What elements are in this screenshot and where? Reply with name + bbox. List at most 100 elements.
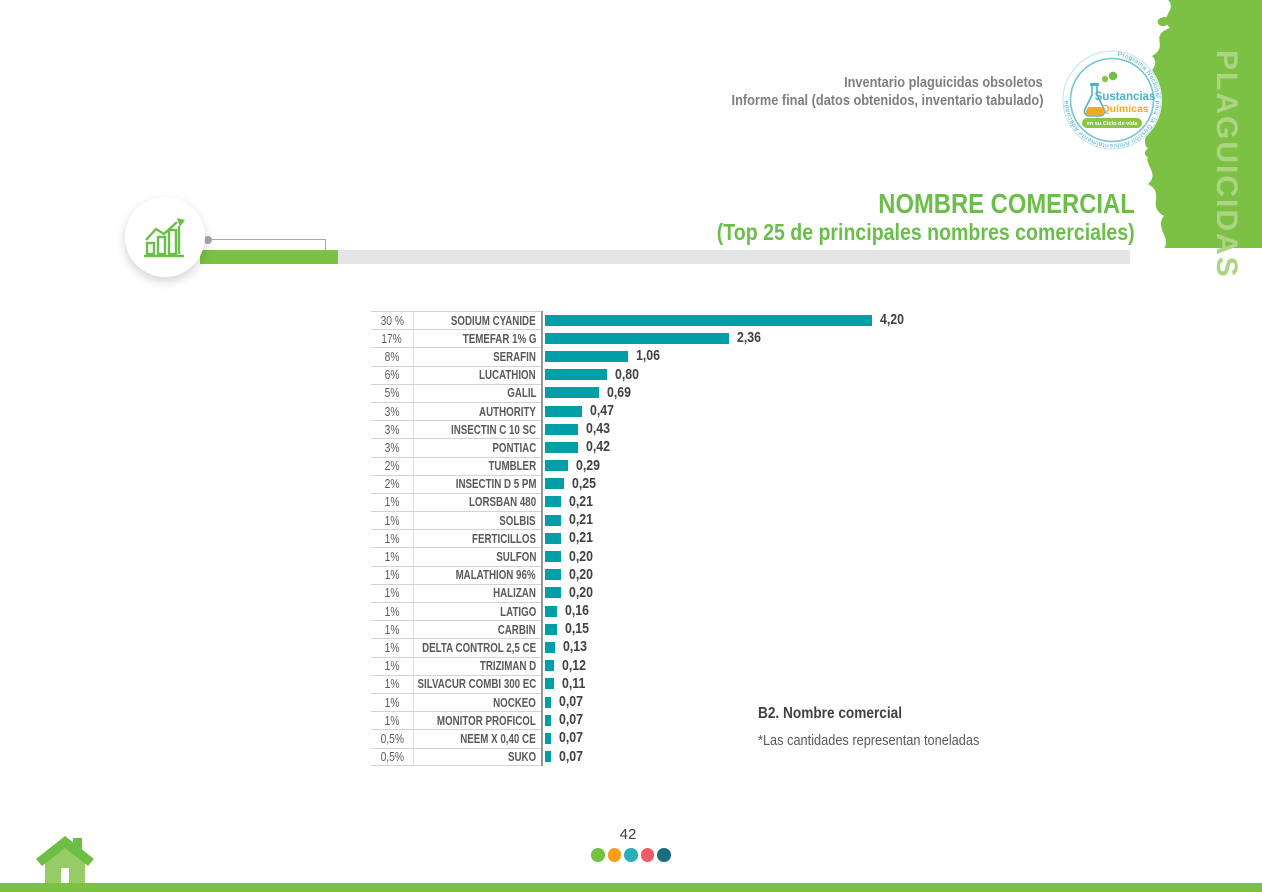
row-percent-text: 1%	[384, 713, 400, 728]
row-name-text: LUCATHION	[479, 368, 536, 383]
row-value-text: 0,16	[565, 603, 590, 620]
chart-row: 1% HALIZAN 0,20	[371, 583, 991, 602]
row-name-text: TUMBLER	[488, 459, 536, 474]
row-name-text: SOLBIS	[499, 513, 536, 528]
chart-row: 5% GALIL 0,69	[371, 383, 991, 402]
row-value-text: 0,25	[572, 475, 597, 492]
row-percent-text: 1%	[384, 586, 400, 601]
row-value: 0,69	[607, 385, 635, 401]
value-bar	[545, 623, 557, 635]
value-bar	[545, 496, 562, 508]
connector-drop	[325, 239, 326, 250]
chart-row: 1% SOLBIS 0,21	[371, 511, 991, 530]
bar-chart-icon	[144, 218, 185, 258]
row-percent-text: 30 %	[380, 313, 404, 328]
chart-row: 3% AUTHORITY 0,47	[371, 401, 991, 421]
row-percent-text: 2%	[384, 459, 400, 474]
row-percent: 3%	[371, 401, 413, 420]
row-percent-text: 8%	[384, 349, 400, 364]
row-name: SUKO	[413, 747, 541, 766]
row-value-text: 0,11	[561, 675, 585, 692]
row-value: 2,36	[737, 330, 765, 346]
value-bar	[545, 441, 578, 453]
caption-title: B2. Nombre comercial	[758, 705, 903, 722]
row-bar-zone: 0,21	[541, 529, 991, 548]
row-bar-zone: 0,20	[541, 565, 991, 584]
row-name: HALIZAN	[413, 583, 541, 602]
row-percent: 5%	[371, 383, 413, 402]
paint-brush-art	[1142, 0, 1262, 248]
row-name: INSECTIN D 5 PM	[413, 474, 541, 493]
header-line-1: Inventario plaguicidas obsoletos	[844, 75, 1043, 91]
row-bar-zone: 0,20	[541, 583, 991, 602]
row-percent: 2%	[371, 456, 413, 475]
row-name-text: SERAFIN	[493, 349, 536, 364]
flask-icon	[1083, 83, 1106, 117]
chart-row: 30 % SODIUM CYANIDE 4,20	[371, 311, 991, 330]
row-percent: 1%	[371, 638, 413, 656]
row-percent: 1%	[371, 620, 413, 638]
row-percent: 1%	[371, 492, 413, 511]
row-percent-text: 1%	[384, 495, 400, 510]
row-percent-text: 0,5%	[380, 731, 404, 746]
row-value: 0,47	[590, 403, 618, 419]
row-percent: 1%	[371, 656, 413, 675]
row-percent: 1%	[371, 711, 413, 729]
header-line-2: Informe final (datos obtenidos, inventar…	[731, 93, 1043, 109]
row-name-text: GALIL	[506, 386, 536, 401]
row-value: 0,42	[586, 439, 614, 455]
row-value: 0,20	[569, 585, 597, 601]
chart-row: 3% INSECTIN C 10 SC 0,43	[371, 420, 991, 439]
chart-row: 1% LORSBAN 480 0,21	[371, 492, 991, 512]
row-value: 0,43	[586, 421, 614, 437]
row-value-text: 1,06	[635, 348, 660, 365]
row-name-text: SODIUM CYANIDE	[451, 313, 536, 328]
row-name-text: TEMEFAR 1% G	[462, 331, 536, 346]
row-value: 0,07	[559, 712, 587, 728]
chart-row: 1% CARBIN 0,15	[371, 620, 991, 639]
logo-name-1: Sustancias	[1095, 91, 1156, 103]
row-name: NOCKEO	[413, 692, 541, 712]
row-value-text: 0,80	[615, 366, 640, 383]
row-name-text: SUKO	[507, 749, 536, 764]
row-name-text: MALATHION 96%	[456, 568, 536, 583]
sustancias-quimicas-logo: Programa Nacional para la Gestión Ambien…	[1062, 50, 1162, 150]
logo-leaf-dot	[1101, 75, 1109, 83]
row-value-text: 0,13	[563, 639, 588, 656]
value-bar	[545, 641, 556, 653]
row-percent: 1%	[371, 602, 413, 620]
row-name-text: SULFON	[495, 550, 536, 565]
row-percent: 17%	[371, 329, 413, 347]
row-value-text: 0,42	[585, 439, 610, 456]
footer-dot	[640, 848, 654, 862]
rule-gray-segment	[338, 250, 1130, 264]
row-value-text: 0,07	[558, 694, 583, 711]
row-name-text: MONITOR PROFICOL	[437, 713, 536, 728]
value-bar	[545, 423, 579, 435]
row-percent: 1%	[371, 674, 413, 693]
row-name: INSECTIN C 10 SC	[413, 420, 541, 439]
row-percent: 1%	[371, 511, 413, 529]
row-bar-zone: 0,13	[541, 638, 991, 657]
row-percent: 1%	[371, 692, 413, 711]
row-percent-text: 3%	[384, 422, 400, 437]
row-value: 0,07	[559, 730, 587, 746]
row-percent: 0,5%	[371, 747, 413, 766]
row-value: 0,13	[563, 639, 591, 655]
row-percent-text: 1%	[384, 568, 400, 583]
row-percent-text: 1%	[384, 695, 400, 710]
row-percent: 1%	[371, 583, 413, 602]
side-tab-plaguicidas: PLAGUICIDAS	[1210, 50, 1243, 279]
row-bar-zone: 0,07	[541, 692, 991, 712]
row-name: SOLBIS	[413, 511, 541, 530]
document-header: Inventario plaguicidas obsoletos Informe…	[689, 74, 1043, 110]
row-name: TEMEFAR 1% G	[413, 329, 541, 348]
row-percent-text: 0,5%	[380, 749, 404, 764]
row-name-text: NOCKEO	[493, 695, 536, 710]
row-bar-zone: 1,06	[541, 347, 991, 366]
row-name: MALATHION 96%	[413, 565, 541, 584]
value-bar	[545, 332, 729, 344]
row-value-text: 0,21	[569, 512, 594, 529]
logo-name-2: Químicas	[1101, 103, 1148, 115]
